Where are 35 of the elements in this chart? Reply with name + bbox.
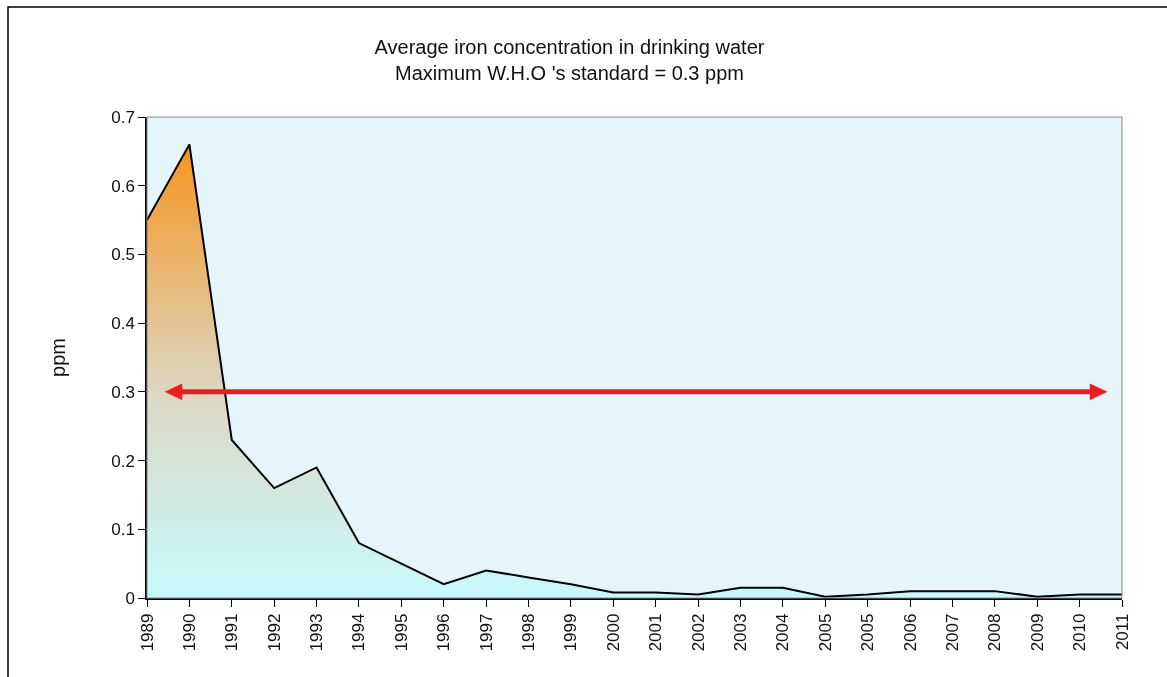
x-tick-label: 1991 — [222, 613, 242, 652]
x-tick-label: 2000 — [603, 613, 623, 652]
y-tick-label: 0.1 — [111, 520, 135, 540]
y-tick-label: 0 — [125, 588, 135, 608]
x-tick-label: 2003 — [731, 613, 751, 652]
x-tick-label: 2006 — [900, 613, 920, 652]
chart-title: Average iron concentration in drinking water — [374, 36, 765, 58]
x-tick-label: 1998 — [519, 613, 539, 652]
x-tick-label: 1994 — [349, 613, 369, 652]
x-tick-label: 1992 — [264, 613, 284, 652]
x-tick-label: 2004 — [773, 613, 793, 652]
y-axis-title: ppm — [47, 338, 70, 377]
x-tick-label: 2009 — [1027, 613, 1047, 652]
y-tick-label: 0.3 — [111, 382, 135, 402]
x-tick-label: 2002 — [688, 613, 708, 652]
x-tick-label: 2008 — [985, 613, 1005, 652]
y-tick-label: 0.7 — [111, 107, 135, 127]
x-tick-label: 1997 — [476, 613, 496, 652]
x-tick-label: 1999 — [561, 613, 581, 652]
y-tick-label: 0.2 — [111, 451, 135, 471]
x-tick-label: 2005 — [858, 613, 878, 652]
x-tick-label: 2011 — [1112, 613, 1132, 651]
x-tick-label: 2007 — [942, 613, 962, 652]
x-tick-label: 1993 — [307, 613, 327, 652]
x-tick-label: 1990 — [179, 613, 199, 652]
x-tick-label: 1996 — [434, 613, 454, 652]
x-tick-label: 1995 — [391, 613, 411, 652]
y-tick-label: 0.6 — [111, 176, 135, 196]
x-tick-label: 2005 — [815, 613, 835, 652]
x-tick-label: 1989 — [137, 613, 157, 652]
x-tick-label: 2001 — [646, 613, 666, 652]
y-tick-label: 0.4 — [111, 314, 135, 334]
chart-subtitle: Maximum W.H.O 's standard = 0.3 ppm — [395, 62, 744, 84]
y-tick-label: 0.5 — [111, 245, 135, 265]
x-tick-label: 2010 — [1070, 613, 1090, 652]
